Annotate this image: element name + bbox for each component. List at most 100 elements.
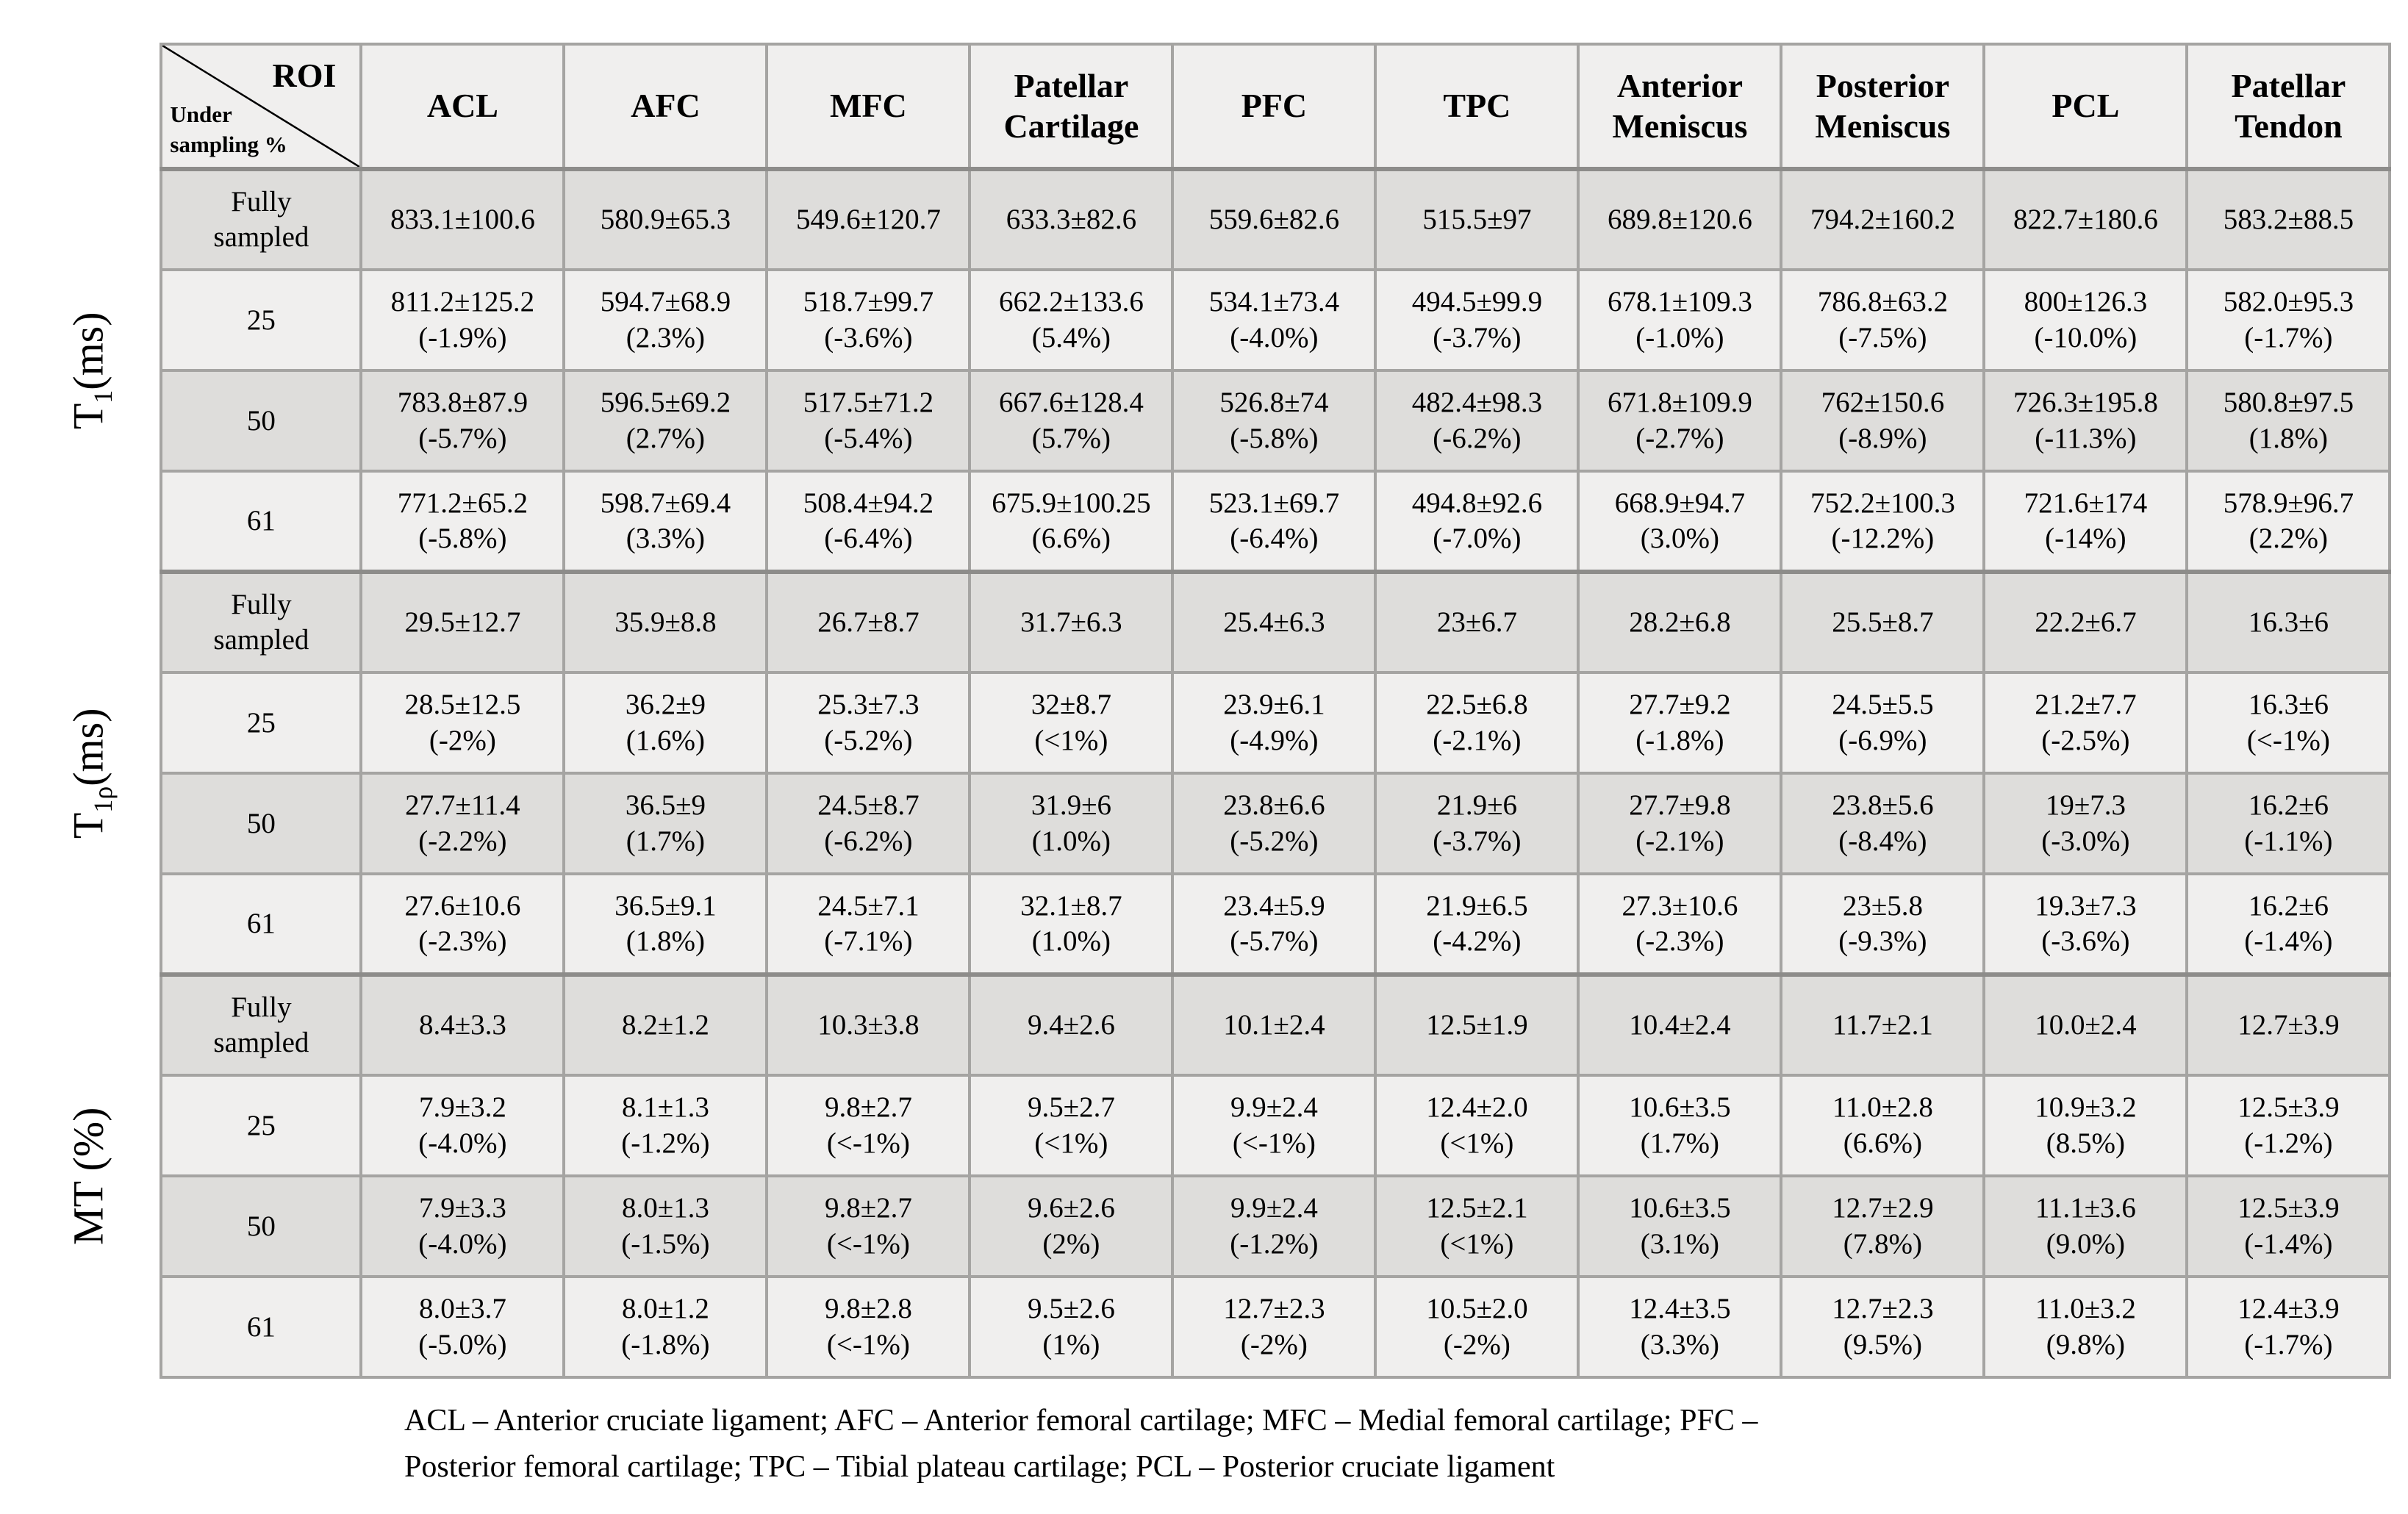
value-cell: 794.2±160.2: [1780, 167, 1986, 271]
cell-percent: (-8.4%): [1838, 825, 1927, 857]
group-label-text: (ms): [64, 312, 112, 390]
col-header-afc: AFC: [562, 43, 769, 171]
value-cell: 28.2±6.8: [1577, 570, 1783, 674]
value-cell: 12.4±3.5 (3.3%): [1577, 1275, 1783, 1379]
cell-value: 12.5±3.9: [2237, 1091, 2340, 1124]
cell-value: 10.6±3.5: [1629, 1091, 1731, 1124]
row-label: Fully sampled: [160, 972, 363, 1077]
value-cell: 822.7±180.6: [1982, 167, 2189, 271]
cell-value: 28.2±6.8: [1629, 606, 1731, 638]
table-row-g0-50: 50 783.8±87.9 (-5.7%) 596.5±69.2 (2.7%) 517.5…: [22, 369, 2392, 473]
cell-percent: (1.0%): [1031, 825, 1111, 857]
cell-value: 36.2±9: [625, 689, 706, 721]
value-cell: 10.5±2.0 (-2%): [1374, 1275, 1580, 1379]
cell-value: 12.5±1.9: [1426, 1008, 1528, 1041]
cell-percent: (-2.2%): [418, 825, 507, 857]
cell-percent: (-5.8%): [1230, 422, 1319, 454]
row-label: 50: [160, 369, 363, 473]
value-cell: 582.0±95.3 (-1.7%): [2185, 268, 2392, 372]
cell-value: 21.9±6.5: [1426, 889, 1528, 922]
value-cell: 10.6±3.5 (1.7%): [1577, 1074, 1783, 1177]
cell-value: 578.9±96.7: [2223, 487, 2354, 519]
cell-value: 27.7±9.2: [1629, 689, 1731, 721]
value-cell: 526.8±74 (-5.8%): [1171, 369, 1377, 473]
cell-value: 23.9±6.1: [1223, 689, 1325, 721]
value-cell: 675.9±100.25 (6.6%): [968, 470, 1175, 573]
cell-percent: (-11.3%): [2035, 422, 2137, 454]
group-label-text: 1: [88, 390, 118, 403]
col-header-patellar-tendon: Patellar Tendon: [2185, 43, 2392, 171]
group-label-0: T1(ms): [22, 169, 162, 572]
col-header-pfc: PFC: [1171, 43, 1377, 171]
cell-value: 594.7±68.9: [600, 286, 731, 318]
cell-value: 667.6±128.4: [998, 387, 1144, 419]
value-cell: 594.7±68.9 (2.3%): [562, 268, 769, 372]
value-cell: 534.1±73.4 (-4.0%): [1171, 268, 1377, 372]
cell-percent: (<-1%): [2246, 724, 2330, 756]
cell-value: 9.8±2.7: [824, 1192, 912, 1224]
value-cell: 689.8±120.6: [1577, 167, 1783, 271]
value-cell: 783.8±87.9 (-5.7%): [359, 369, 566, 473]
cell-value: 534.1±73.4: [1208, 286, 1340, 318]
cell-percent: (-12.2%): [1831, 523, 1935, 554]
cell-percent: (-5.7%): [1230, 925, 1319, 957]
cell-value: 27.6±10.6: [404, 889, 521, 922]
value-cell: 19.3±7.3 (-3.6%): [1982, 872, 2189, 976]
cell-percent: (-1.7%): [2244, 1328, 2333, 1360]
cell-percent: (-1.2%): [2244, 1127, 2333, 1159]
cell-value: 582.0±95.3: [2223, 286, 2354, 318]
value-cell: 19±7.3 (-3.0%): [1982, 772, 2189, 875]
cell-value: 752.2±100.3: [1810, 487, 1955, 519]
cell-percent: (-2.1%): [1433, 724, 1522, 756]
cell-value: 11.0±3.2: [2035, 1293, 2136, 1325]
value-cell: 16.3±6: [2185, 570, 2392, 674]
cell-value: 25.3±7.3: [817, 689, 920, 721]
cell-value: 523.1±69.7: [1208, 487, 1340, 519]
cell-value: 8.1±1.3: [621, 1091, 709, 1124]
cell-value: 12.5±3.9: [2237, 1192, 2340, 1224]
cell-percent: (6.6%): [1843, 1127, 1923, 1159]
cell-percent: (-1.2%): [621, 1127, 710, 1159]
cell-value: 633.3±82.6: [1006, 203, 1137, 235]
value-cell: 549.6±120.7: [765, 167, 972, 271]
cell-percent: (-6.4%): [1230, 523, 1319, 554]
cell-percent: (2.2%): [2248, 523, 2329, 554]
cell-percent: (-2%): [1443, 1328, 1511, 1360]
cell-value: 8.0±1.3: [621, 1192, 709, 1224]
value-cell: 721.6±174 (-14%): [1982, 470, 2189, 573]
cell-percent: (<-1%): [826, 1227, 910, 1260]
value-cell: 28.5±12.5 (-2%): [359, 671, 566, 775]
cell-value: 671.8±109.9: [1607, 387, 1752, 419]
cell-value: 31.7±6.3: [1020, 606, 1122, 638]
value-cell: 31.9±6 (1.0%): [968, 772, 1175, 875]
value-cell: 22.2±6.7: [1982, 570, 2189, 674]
row-label: 61: [160, 872, 363, 976]
value-cell: 27.6±10.6 (-2.3%): [359, 872, 566, 976]
cell-percent: (-1.9%): [418, 321, 507, 354]
cell-value: 12.4±3.9: [2237, 1293, 2340, 1325]
value-cell: 811.2±125.2 (-1.9%): [359, 268, 566, 372]
cell-value: 12.7±2.3: [1832, 1293, 1934, 1325]
value-cell: 10.0±2.4: [1982, 972, 2189, 1077]
value-cell: 771.2±65.2 (-5.8%): [359, 470, 566, 573]
cell-percent: (-2.3%): [1635, 925, 1724, 957]
cell-value: 12.7±2.3: [1223, 1293, 1325, 1325]
value-cell: 36.2±9 (1.6%): [562, 671, 769, 775]
table-row-g0-fully-sampled: T1(ms) Fully sampled 833.1±100.6 580.9±65.3…: [22, 167, 2392, 572]
cell-percent: (9.5%): [1843, 1328, 1923, 1360]
value-cell: 12.7±3.9: [2185, 972, 2392, 1077]
value-cell: 25.5±8.7: [1780, 570, 1986, 674]
table-row-g0-25: 25 811.2±125.2 (-1.9%) 594.7±68.9 (2.3%) 518.…: [22, 268, 2392, 372]
value-cell: 11.0±3.2 (9.8%): [1982, 1275, 2189, 1379]
value-cell: 22.5±6.8 (-2.1%): [1374, 671, 1580, 775]
cell-value: 10.6±3.5: [1629, 1192, 1731, 1224]
value-cell: 9.9±2.4 (<-1%): [1171, 1074, 1377, 1177]
cell-value: 27.7±9.8: [1629, 789, 1731, 822]
cell-value: 9.5±2.6: [1027, 1293, 1115, 1325]
value-cell: 523.1±69.7 (-6.4%): [1171, 470, 1377, 573]
cell-value: 24.5±7.1: [817, 889, 920, 922]
group-label-text: 1ρ: [88, 786, 118, 813]
value-cell: 16.2±6 (-1.4%): [2185, 872, 2392, 976]
value-cell: 23.8±5.6 (-8.4%): [1780, 772, 1986, 875]
value-cell: 36.5±9.1 (1.8%): [562, 872, 769, 976]
